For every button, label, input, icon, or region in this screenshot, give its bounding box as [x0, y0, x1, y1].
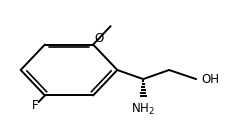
Text: NH$_2$: NH$_2$	[131, 102, 154, 117]
Text: OH: OH	[201, 73, 218, 86]
Text: F: F	[32, 99, 38, 112]
Text: O: O	[94, 32, 103, 45]
